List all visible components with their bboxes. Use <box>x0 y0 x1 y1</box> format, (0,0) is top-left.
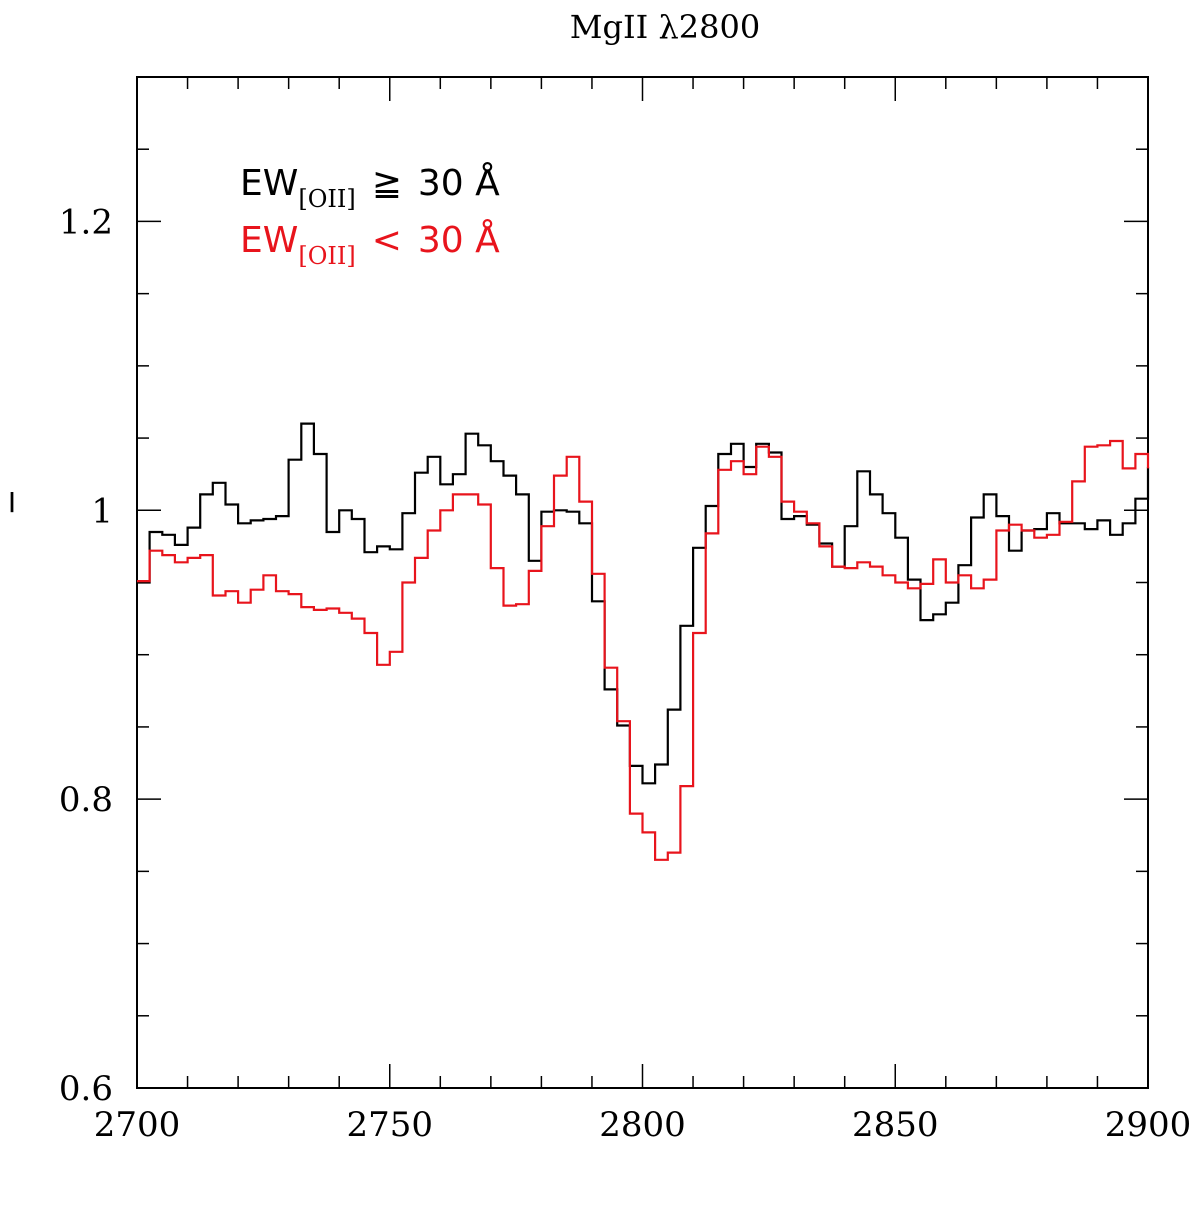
y-axis-label: I <box>8 486 16 519</box>
x-tick-label: 2900 <box>1105 1105 1192 1145</box>
x-tick-label: 2700 <box>94 1105 181 1145</box>
axis-ticks <box>136 76 1149 1089</box>
legend-1-value: 30 Å <box>418 218 500 261</box>
x-tick-label: 2750 <box>346 1105 433 1145</box>
y-tick-label: 0.8 <box>59 780 113 820</box>
series-line-1 <box>137 439 1150 861</box>
legend-entry-low-ew: EW[OII] <30 Å <box>240 218 500 270</box>
legend: EW[OII] ≧ 30 Å EW[OII] <30 Å <box>240 161 500 270</box>
legend-1-main: EW <box>240 220 298 261</box>
legend-0-main: EW <box>240 163 298 204</box>
x-tick-label: 2850 <box>852 1105 939 1145</box>
axis-tick-labels: 2700 2750 2800 2850 2900 0.6 0.8 1 1.2 <box>59 202 1191 1145</box>
legend-0-sub: [OII] <box>298 185 355 213</box>
y-tick-label: 1 <box>91 491 113 531</box>
legend-1-sub: [OII] <box>298 242 355 270</box>
chart-title: MgII λ2800 <box>570 8 760 46</box>
legend-entry-high-ew: EW[OII] ≧ 30 Å <box>240 161 500 213</box>
y-tick-label: 1.2 <box>59 202 113 242</box>
series-line-0 <box>137 422 1150 785</box>
legend-0-value: 30 Å <box>418 161 500 204</box>
legend-1-relation: < <box>372 220 402 261</box>
series-group <box>137 422 1150 861</box>
x-tick-label: 2800 <box>599 1105 686 1145</box>
legend-0-relation: ≧ <box>372 163 402 204</box>
y-tick-label: 0.6 <box>59 1069 113 1109</box>
